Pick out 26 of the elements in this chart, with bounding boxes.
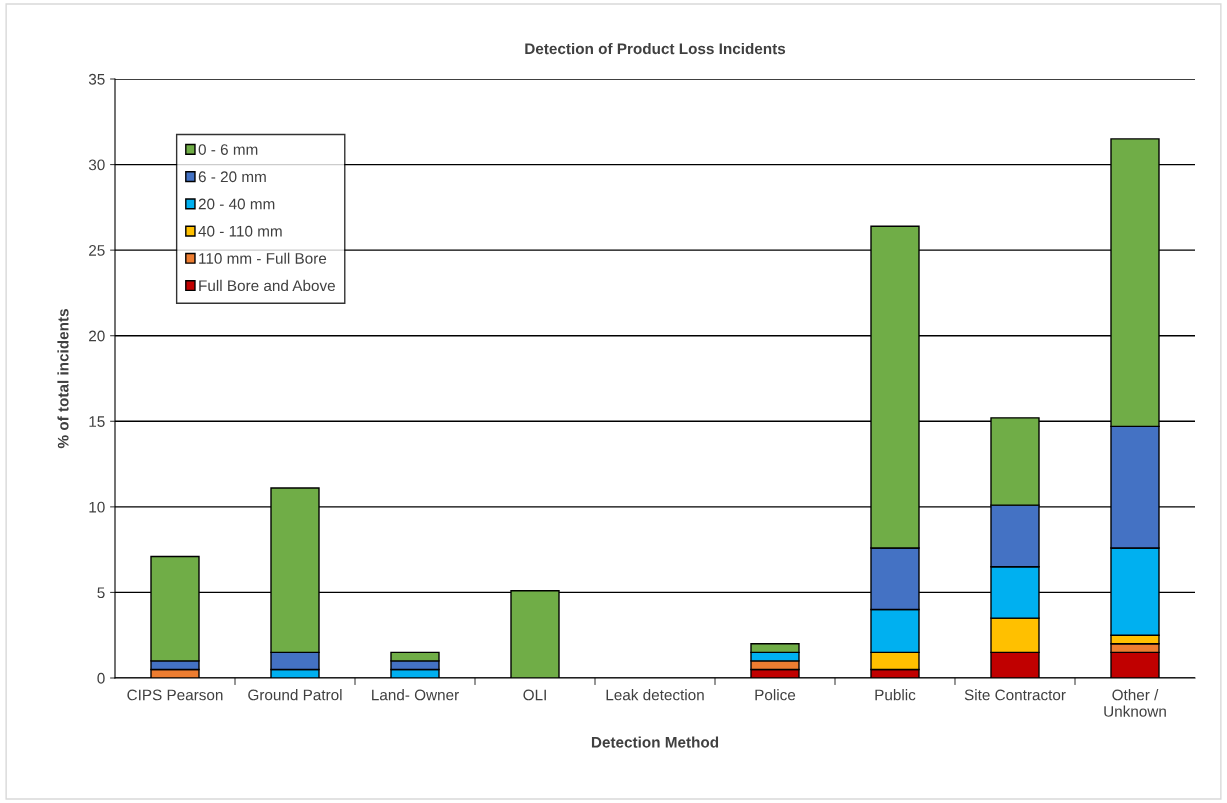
legend-label: 0 - 6 mm xyxy=(198,144,258,155)
x-tick-label: Site Contractor xyxy=(964,689,1066,701)
legend-label: Full Bore and Above xyxy=(199,279,335,292)
x-tick-label: OLI xyxy=(523,689,546,701)
y-tick-label: 5 xyxy=(97,587,105,599)
x-tick-label: Ground Patrol xyxy=(248,689,342,701)
y-tick-label: 0 xyxy=(97,672,105,684)
y-tick-label: 35 xyxy=(88,73,105,85)
x-tick-label: Public xyxy=(875,689,916,701)
y-tick-label: 30 xyxy=(88,159,105,171)
x-tick-label: Other / Unknown xyxy=(1104,689,1166,717)
legend-label: 6 - 20 mm xyxy=(198,171,266,183)
y-tick-label: 20 xyxy=(89,330,105,342)
y-axis-title: % of total incidents xyxy=(57,309,69,449)
y-tick-label: 10 xyxy=(89,501,105,513)
chart-title: Detection of Product Loss Incidents xyxy=(525,42,786,55)
y-tick-label: 25 xyxy=(89,245,105,256)
x-tick-label: Land- Owner xyxy=(372,689,459,701)
x-tick-label: Police xyxy=(755,689,796,701)
x-tick-label: Leak detection xyxy=(606,689,704,701)
x-tick-label: CIPS Pearson xyxy=(127,689,223,701)
y-tick-label: 15 xyxy=(89,416,105,427)
legend-label: 110 mm - Full Bore xyxy=(199,252,327,264)
legend-label: 20 - 40 mm xyxy=(198,198,275,210)
legend-label: 40 - 110 mm xyxy=(198,225,282,237)
x-axis-title: Detection Method xyxy=(591,736,719,748)
